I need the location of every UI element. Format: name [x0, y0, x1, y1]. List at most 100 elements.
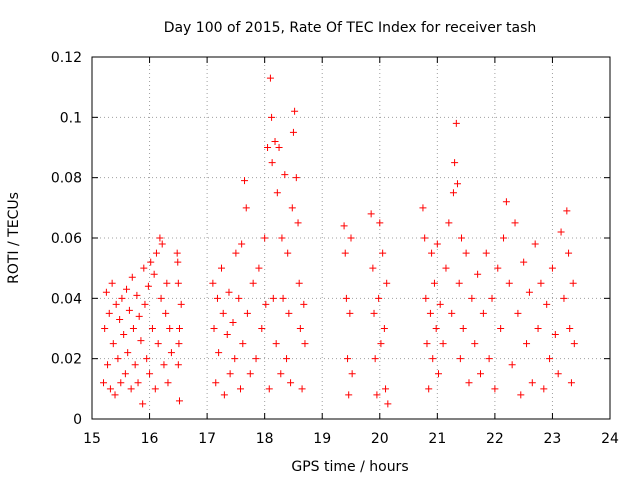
x-tick-label: 22 [486, 431, 504, 447]
data-point [174, 361, 182, 369]
x-axis-label: GPS time / hours [291, 459, 408, 475]
x-tick-label: 24 [601, 431, 619, 447]
data-point [565, 249, 573, 257]
data-point [255, 264, 263, 272]
data-point [162, 309, 170, 317]
x-tick-label: 23 [544, 431, 562, 447]
data-point [264, 144, 272, 151]
data-point [517, 391, 525, 399]
data-point [151, 385, 159, 393]
x-tick-label: 21 [428, 431, 446, 447]
data-point [423, 340, 431, 348]
data-point [445, 219, 453, 227]
data-point [376, 219, 384, 227]
data-point [141, 300, 149, 308]
data-point [439, 340, 447, 348]
data-point [156, 234, 164, 242]
y-axis-label: ROTI / TECUs [6, 192, 22, 284]
data-point [236, 385, 244, 393]
data-point [528, 379, 536, 387]
grid-lines [92, 57, 610, 419]
data-point [531, 240, 539, 248]
data-point [231, 355, 239, 363]
data-point [175, 325, 183, 332]
data-point [272, 340, 280, 348]
data-point [294, 219, 302, 227]
y-tick-label: 0.08 [51, 171, 82, 187]
data-point [384, 400, 392, 408]
y-tick-label: 0.1 [60, 110, 82, 126]
data-point [212, 379, 220, 387]
data-point [348, 370, 356, 378]
data-point [101, 325, 109, 332]
data-point [121, 370, 129, 378]
data-point [144, 282, 152, 290]
data-point [100, 379, 108, 387]
data-point [140, 264, 148, 272]
x-tick-label: 20 [371, 431, 389, 447]
data-point [105, 309, 113, 317]
chart-title: Day 100 of 2015, Rate Of TEC Index for r… [164, 20, 537, 36]
data-point [125, 306, 133, 314]
data-point [502, 198, 510, 206]
data-point [268, 113, 276, 121]
data-point [370, 309, 378, 317]
data-point [243, 309, 251, 317]
data-point [226, 370, 234, 378]
data-point [451, 159, 459, 167]
y-tick-label: 0 [73, 412, 82, 428]
data-point [120, 331, 128, 339]
data-point [429, 355, 437, 363]
y-tick-label: 0.12 [51, 50, 82, 66]
data-point [491, 385, 499, 393]
data-point [465, 379, 473, 387]
data-point [143, 355, 151, 363]
x-tick-label: 18 [256, 431, 274, 447]
data-point [471, 340, 479, 348]
data-point [567, 379, 575, 387]
data-point [238, 240, 246, 248]
data-point [292, 174, 300, 182]
data-point [543, 300, 551, 308]
data-point [436, 300, 444, 308]
data-point [430, 279, 438, 287]
data-point [232, 249, 240, 257]
data-point [514, 309, 522, 317]
data-point [346, 309, 354, 317]
data-point [419, 204, 427, 212]
data-point [166, 325, 174, 332]
data-point [455, 279, 463, 287]
data-point [340, 222, 348, 230]
data-point [462, 249, 470, 257]
data-point [497, 325, 505, 332]
data-point [104, 361, 112, 369]
data-point [174, 258, 182, 266]
data-point [223, 331, 231, 339]
y-tick-label: 0.02 [51, 352, 82, 368]
data-point [546, 355, 554, 363]
data-point [281, 171, 289, 179]
x-tick-label: 17 [198, 431, 216, 447]
data-point [474, 270, 482, 278]
data-point [249, 279, 257, 287]
data-point [563, 207, 571, 215]
data-point [109, 340, 117, 348]
data-point [177, 300, 185, 308]
data-point [213, 294, 221, 302]
data-point [175, 340, 183, 348]
data-point [275, 144, 283, 151]
axis-ticks: 15 16 17 18 19 20 21 22 23 24 0 0.02 0.04 0.06 0.08 0.1… [51, 50, 619, 447]
data-point [273, 189, 281, 197]
data-point [283, 355, 291, 363]
data-point [129, 325, 137, 332]
data-point [426, 309, 434, 317]
data-point [152, 249, 160, 257]
data-point [112, 300, 120, 308]
data-point [566, 325, 574, 332]
data-point [448, 309, 456, 317]
data-point [271, 137, 279, 145]
data-point [175, 397, 183, 405]
data-point [268, 159, 276, 167]
data-point [344, 355, 352, 363]
data-point [289, 128, 297, 136]
